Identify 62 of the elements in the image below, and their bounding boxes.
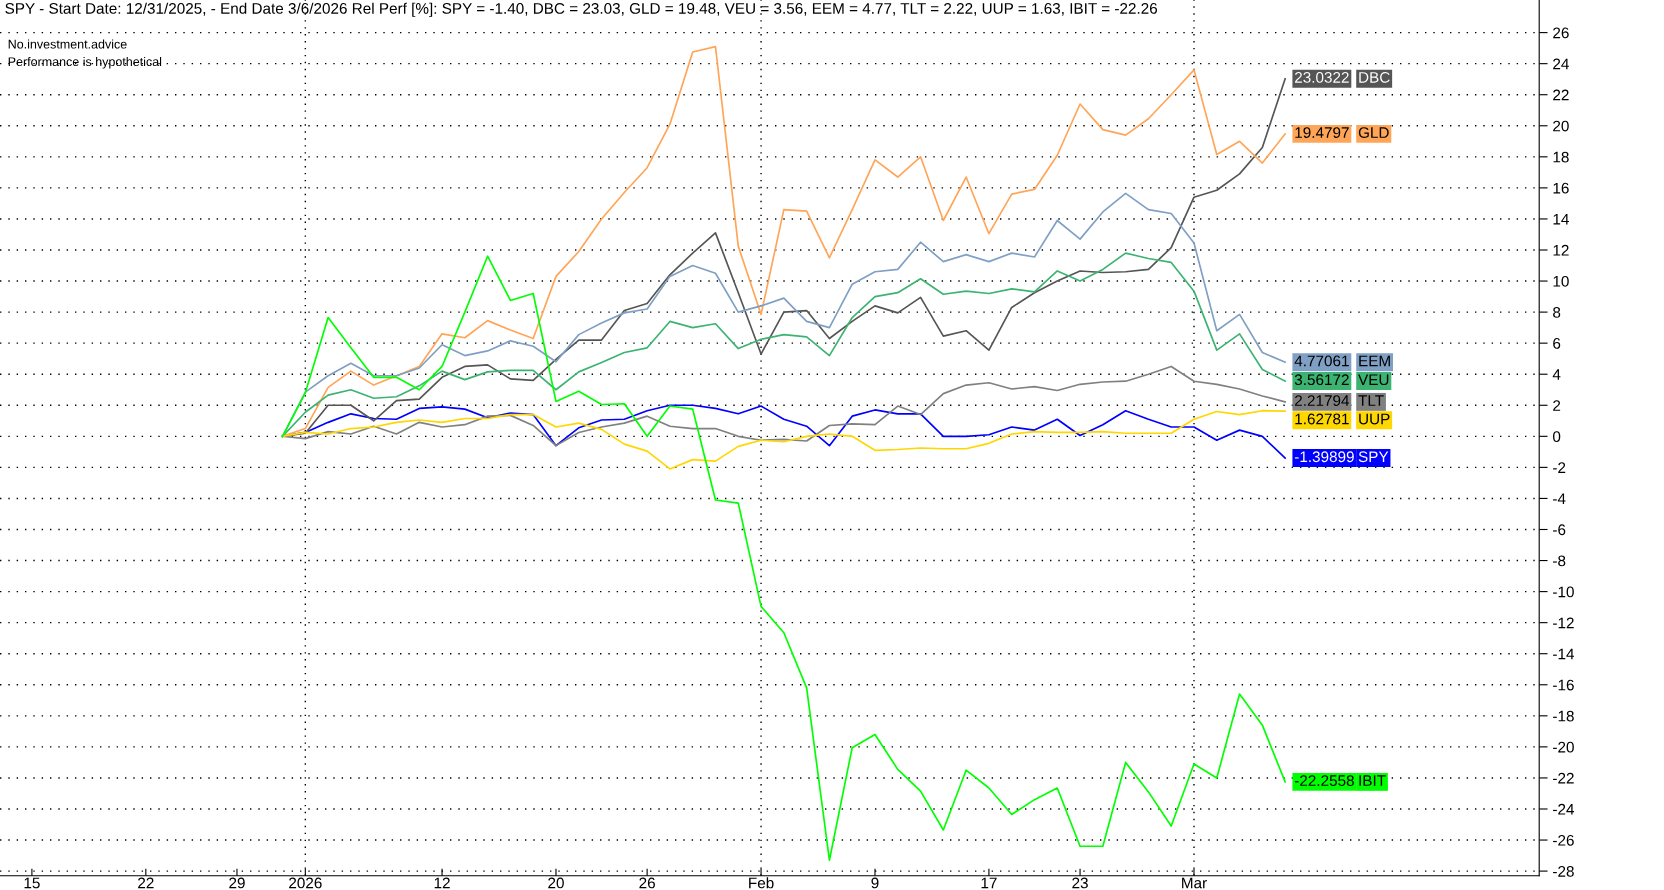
- data-label: -1.39899: [1294, 451, 1354, 463]
- legend-label: GLD: [1358, 127, 1389, 138]
- y-tick-label: -28: [1553, 865, 1574, 877]
- legend-label: UUP: [1359, 413, 1390, 425]
- y-tick-label: -16: [1553, 679, 1574, 691]
- data-label: 2.21794: [1295, 395, 1350, 406]
- legend-label: TLT: [1358, 395, 1384, 406]
- x-tick-label: 23: [1072, 877, 1088, 889]
- y-tick-label: -22: [1553, 772, 1574, 784]
- y-tick-label: -12: [1553, 617, 1574, 629]
- annotation: Performance is hypothetical: [8, 56, 162, 69]
- y-tick-label: 0: [1552, 431, 1561, 443]
- x-tick-label: 12: [434, 877, 450, 889]
- y-tick-label: -8: [1553, 555, 1566, 567]
- x-tick-label: 29: [229, 877, 245, 889]
- legend-label: EEM: [1359, 355, 1390, 367]
- y-tick-label: -10: [1553, 586, 1574, 598]
- y-tick-label: -24: [1553, 803, 1575, 815]
- y-tick-label: 18: [1553, 151, 1569, 163]
- y-tick-label: 22: [1553, 89, 1569, 101]
- chart-title: SPY - Start Date: 12/31/2025, - End Date 3/6/2026 Rel Perf [%]: SPY = -1.40, DBC = 23.03, GLD = 19.48, VEU = 3.56, EEM = 4.77, TLT = 2.22, UUP = 1.63, IBIT = -22.26: [5, 2, 1158, 17]
- y-tick-label: 10: [1553, 275, 1569, 287]
- data-label: 3.56172: [1294, 374, 1349, 386]
- x-tick-label: Mar: [1182, 877, 1207, 889]
- line-series: [281, 252, 1286, 438]
- y-tick-label: 4: [1552, 369, 1561, 380]
- x-tick-label: 9: [871, 877, 879, 889]
- line-series: [281, 255, 1286, 862]
- data-label: 4.77061: [1294, 355, 1349, 367]
- y-tick-label: -18: [1553, 710, 1574, 722]
- legend-label: IBIT: [1359, 775, 1386, 786]
- legend-label: DBC: [1359, 71, 1390, 83]
- y-tick-label: 24: [1553, 58, 1569, 70]
- y-tick-label: 12: [1553, 244, 1569, 256]
- x-tick-label: 2026: [289, 877, 322, 889]
- data-label: 23.0322: [1295, 71, 1349, 83]
- legend-label: VEU: [1358, 374, 1389, 386]
- y-tick-label: 26: [1553, 27, 1569, 39]
- y-tick-label: -6: [1553, 524, 1566, 536]
- x-tick-label: 15: [24, 877, 40, 889]
- y-tick-label: 20: [1553, 120, 1569, 132]
- x-tick-label: Feb: [749, 877, 774, 889]
- legend-label: SPY: [1358, 451, 1389, 463]
- y-tick-label: -4: [1553, 493, 1566, 504]
- y-tick-label: -2: [1553, 462, 1566, 473]
- y-tick-label: 14: [1553, 213, 1569, 225]
- y-tick-label: 8: [1553, 306, 1561, 318]
- y-tick-label: 16: [1553, 182, 1569, 194]
- x-tick-label: 17: [981, 877, 997, 889]
- y-tick-label: -20: [1553, 741, 1574, 753]
- y-tick-label: 6: [1553, 338, 1561, 349]
- y-tick-label: 2: [1553, 400, 1561, 411]
- annotation: No.investment.advice: [8, 39, 127, 49]
- line-series: [281, 409, 1286, 470]
- x-tick-label: 26: [639, 877, 655, 889]
- y-tick-label: -14: [1553, 648, 1575, 660]
- y-tick-label: -26: [1553, 834, 1574, 846]
- data-label: 1.62781: [1295, 413, 1349, 425]
- data-label: -22.2558: [1294, 775, 1354, 787]
- x-tick-label: 22: [138, 877, 154, 889]
- x-tick-label: 20: [548, 877, 564, 889]
- data-label: 19.4797: [1295, 127, 1349, 138]
